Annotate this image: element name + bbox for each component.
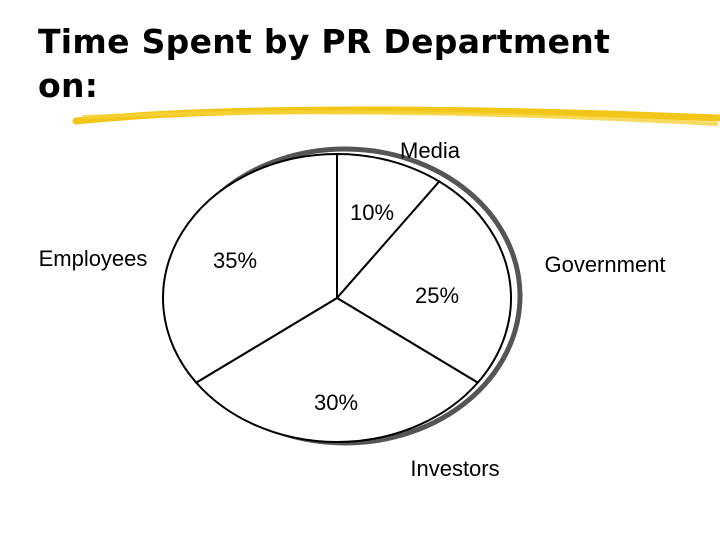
pie-slice-government: [335, 180, 512, 384]
pie-slice-media: [336, 152, 441, 301]
value-label-investors: 30%: [314, 390, 358, 415]
pie-slice-employees: [162, 152, 338, 384]
category-label-investors: Investors: [410, 456, 499, 481]
value-label-employees: 35%: [213, 248, 257, 273]
category-label-media: Media: [400, 138, 461, 163]
category-label-employees: Employees: [39, 246, 148, 271]
slide-title: Time Spent by PR Department on:: [38, 22, 611, 105]
category-label-government: Government: [544, 252, 665, 277]
value-label-government: 25%: [415, 283, 459, 308]
pie-slice-investors: [194, 296, 480, 443]
value-label-media: 10%: [350, 200, 394, 225]
